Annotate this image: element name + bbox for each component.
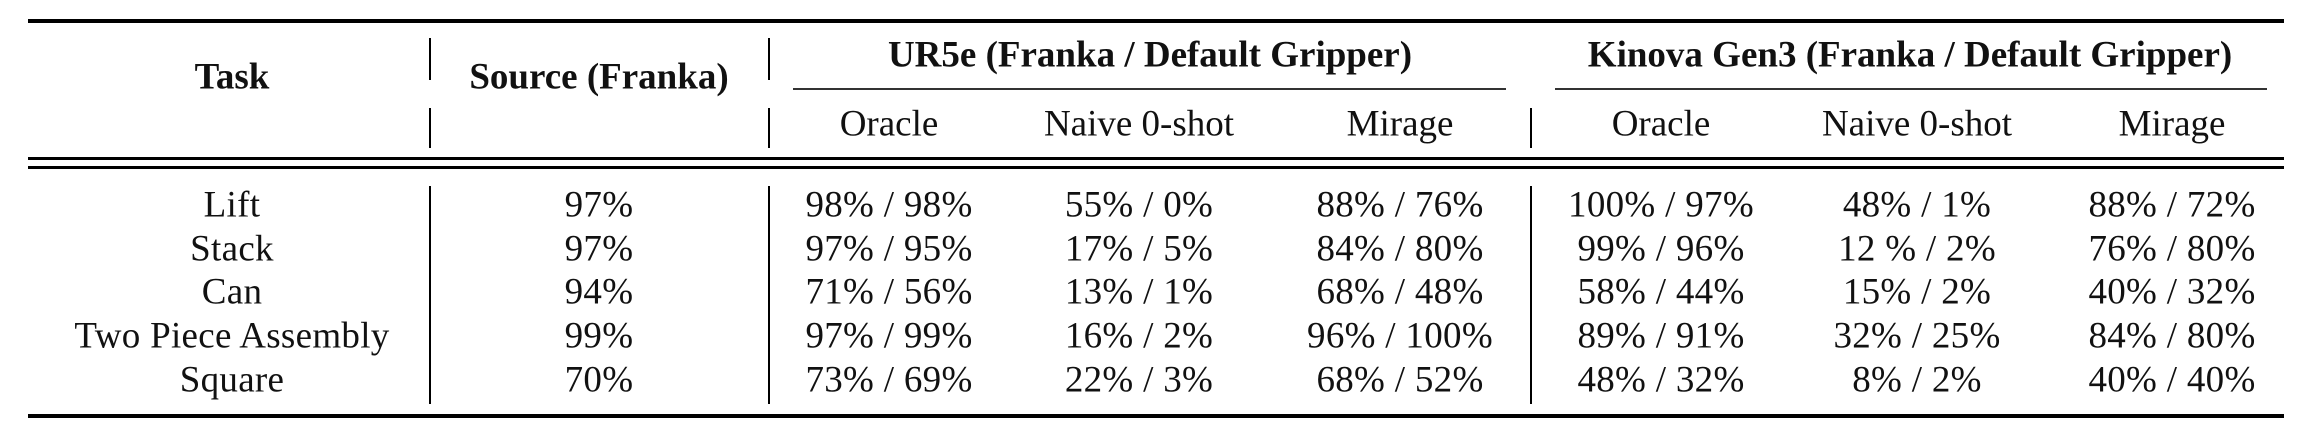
row-square-ur5e-oracle: 73% / 69% (805, 359, 973, 401)
row-stack-kinova-naive: 12 % / 2% (1838, 228, 1996, 270)
row-lift-source: 97% (564, 184, 634, 226)
row-can-kinova-mirage: 40% / 32% (2088, 271, 2256, 313)
row-lift-ur5e-mirage: 88% / 76% (1316, 184, 1484, 226)
row-square-ur5e-mirage: 68% / 52% (1316, 359, 1484, 401)
row-square-kinova-naive: 8% / 2% (1852, 359, 1982, 401)
row-two-piece-assembly-ur5e-naive: 16% / 2% (1064, 315, 1214, 357)
row-can-kinova-oracle: 58% / 44% (1577, 271, 1745, 313)
row-square-source: 70% (564, 359, 634, 401)
row-can-ur5e-oracle: 71% / 56% (805, 271, 973, 313)
row-lift-kinova-mirage: 88% / 72% (2088, 184, 2256, 226)
row-two-piece-assembly-kinova-oracle: 89% / 91% (1577, 315, 1745, 357)
header-separator-source (768, 38, 770, 80)
header-separator-source-lower (768, 108, 770, 148)
row-two-piece-assembly-source: 99% (564, 315, 634, 357)
row-stack-ur5e-oracle: 97% / 95% (805, 228, 973, 270)
top-rule (28, 19, 2284, 23)
subheader-ur5e-oracle: Oracle (839, 103, 939, 145)
body-separator-groups (1530, 186, 1532, 404)
header-separator-task (429, 38, 431, 80)
row-two-piece-assembly-ur5e-oracle: 97% / 99% (805, 315, 973, 357)
row-lift-kinova-oracle: 100% / 97% (1568, 184, 1754, 226)
row-stack-kinova-mirage: 76% / 80% (2088, 228, 2256, 270)
group2-underline (1555, 88, 2267, 90)
row-stack-source: 97% (564, 228, 634, 270)
row-stack-ur5e-mirage: 84% / 80% (1316, 228, 1484, 270)
bottom-rule (28, 414, 2284, 418)
subheader-ur5e-mirage: Mirage (1346, 103, 1454, 145)
row-lift-ur5e-oracle: 98% / 98% (805, 184, 973, 226)
row-lift-task: Lift (203, 184, 261, 226)
header-double-rule-lower (28, 166, 2284, 169)
row-can-source: 94% (564, 271, 634, 313)
row-square-kinova-mirage: 40% / 40% (2088, 359, 2256, 401)
header-group-kinova: Kinova Gen3 (Franka / Default Gripper) (1587, 34, 2233, 76)
subheader-ur5e-naive: Naive 0-shot (1043, 103, 1235, 145)
subheader-kinova-mirage: Mirage (2118, 103, 2226, 145)
row-can-ur5e-naive: 13% / 1% (1064, 271, 1214, 313)
row-can-ur5e-mirage: 68% / 48% (1316, 271, 1484, 313)
header-group-ur5e: UR5e (Franka / Default Gripper) (887, 34, 1413, 76)
group1-underline (793, 88, 1506, 90)
body-separator-task (429, 186, 431, 404)
header-separator-groups (1530, 108, 1532, 148)
row-lift-ur5e-naive: 55% / 0% (1064, 184, 1214, 226)
row-two-piece-assembly-task: Two Piece Assembly (74, 315, 390, 357)
row-square-kinova-oracle: 48% / 32% (1577, 359, 1745, 401)
row-square-ur5e-naive: 22% / 3% (1064, 359, 1214, 401)
row-stack-kinova-oracle: 99% / 96% (1577, 228, 1745, 270)
body-separator-source (768, 186, 770, 404)
row-can-task: Can (201, 271, 263, 313)
header-task: Task (194, 56, 270, 98)
header-source: Source (Franka) (469, 56, 729, 98)
row-lift-kinova-naive: 48% / 1% (1842, 184, 1992, 226)
row-two-piece-assembly-kinova-mirage: 84% / 80% (2088, 315, 2256, 357)
subheader-kinova-naive: Naive 0-shot (1821, 103, 2013, 145)
header-double-rule-upper (28, 157, 2284, 160)
row-stack-ur5e-naive: 17% / 5% (1064, 228, 1214, 270)
row-can-kinova-naive: 15% / 2% (1842, 271, 1992, 313)
row-stack-task: Stack (190, 228, 274, 270)
row-square-task: Square (179, 359, 285, 401)
header-separator-task-lower (429, 108, 431, 148)
row-two-piece-assembly-kinova-naive: 32% / 25% (1833, 315, 2001, 357)
row-two-piece-assembly-ur5e-mirage: 96% / 100% (1307, 315, 1493, 357)
subheader-kinova-oracle: Oracle (1611, 103, 1711, 145)
